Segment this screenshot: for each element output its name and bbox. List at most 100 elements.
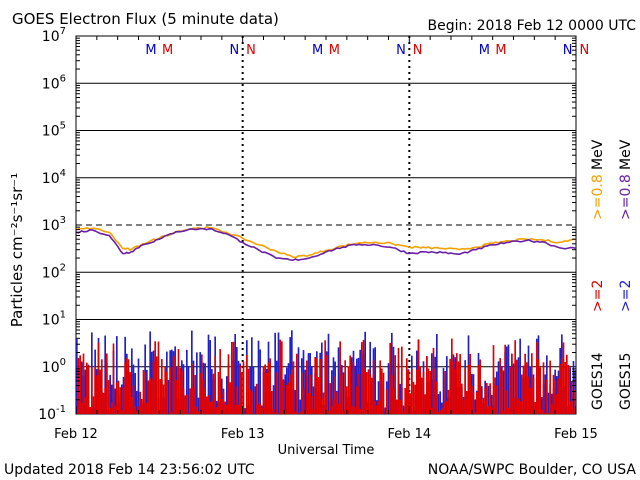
noise-bar bbox=[311, 396, 313, 414]
noise-bar bbox=[106, 353, 108, 414]
noise-bar bbox=[402, 405, 405, 414]
noise-bar bbox=[467, 364, 470, 414]
noise-bar bbox=[174, 355, 176, 414]
noise-bar bbox=[569, 401, 571, 414]
noise-bar bbox=[396, 399, 398, 414]
noise-bar bbox=[456, 353, 458, 414]
noise-bar bbox=[491, 394, 493, 414]
noise-bar bbox=[497, 361, 500, 414]
noise-bar bbox=[307, 353, 310, 414]
begin-date: Begin: 2018 Feb 12 0000 UTC bbox=[428, 18, 637, 34]
noise-bar bbox=[419, 366, 421, 414]
y-tick-base: 10 bbox=[42, 360, 60, 376]
noise-bar bbox=[302, 388, 305, 414]
noise-bar bbox=[512, 398, 515, 414]
noise-bar bbox=[254, 386, 256, 414]
noise-bar bbox=[297, 347, 300, 414]
noise-bar bbox=[274, 332, 276, 414]
noise-bar bbox=[371, 377, 373, 414]
noise-bar bbox=[261, 407, 263, 414]
noise-bar bbox=[469, 353, 471, 414]
legend-goes14-unit: MeV bbox=[590, 139, 606, 170]
noise-bar bbox=[574, 389, 576, 414]
noise-bar bbox=[186, 349, 188, 414]
noise-bar bbox=[524, 353, 526, 414]
noise-bar bbox=[459, 354, 461, 414]
noise-bar bbox=[284, 374, 286, 414]
noise-bar bbox=[109, 407, 111, 414]
legend-goes15-08mev: >=0.8 bbox=[618, 174, 634, 220]
noise-bar bbox=[439, 409, 441, 414]
noise-bar bbox=[351, 405, 353, 414]
noise-bar bbox=[134, 373, 136, 414]
legend-goes15-label: GOES15 bbox=[618, 353, 634, 410]
noise-bar bbox=[477, 364, 480, 414]
noise-bar bbox=[161, 359, 163, 414]
noise-bar bbox=[474, 399, 476, 414]
noise-bar bbox=[381, 368, 383, 414]
noise-bar bbox=[352, 362, 355, 414]
noise-bar bbox=[321, 398, 323, 414]
noise-bar bbox=[277, 332, 280, 414]
noise-bar bbox=[472, 392, 475, 414]
noise-bar bbox=[199, 373, 201, 414]
noise-bar bbox=[471, 385, 473, 414]
noise-bar bbox=[257, 340, 260, 414]
noise-bar bbox=[327, 410, 330, 414]
noise-bar bbox=[256, 383, 258, 414]
mn-marker: N bbox=[579, 43, 589, 58]
noise-bar bbox=[276, 372, 278, 414]
noise-bar bbox=[322, 392, 325, 414]
noise-bar bbox=[206, 396, 208, 414]
y-tick-exponent: 6 bbox=[60, 73, 66, 84]
mn-marker: N bbox=[229, 43, 239, 58]
noise-bar bbox=[449, 358, 451, 414]
noise-bar bbox=[321, 342, 323, 414]
noise-bar bbox=[141, 398, 143, 414]
noise-bar bbox=[259, 349, 261, 414]
noise-bar bbox=[444, 371, 446, 414]
noise-bar bbox=[112, 343, 115, 414]
noise-bar bbox=[446, 401, 448, 414]
noise-bar bbox=[97, 342, 100, 414]
mn-marker: M bbox=[312, 43, 323, 58]
noise-bar bbox=[454, 368, 456, 414]
legend-goes14: GOES14 >=2 >=0.8 MeV bbox=[590, 139, 606, 410]
noise-bar bbox=[416, 369, 418, 414]
noise-bar bbox=[349, 355, 351, 414]
noise-bar bbox=[222, 391, 225, 414]
noise-bar bbox=[289, 374, 291, 414]
noise-bar bbox=[332, 357, 335, 414]
noise-bar bbox=[236, 386, 238, 414]
noise-bar bbox=[127, 359, 130, 414]
noise-bar bbox=[314, 357, 316, 414]
noise-bar bbox=[271, 391, 273, 414]
noise-bar bbox=[369, 374, 371, 414]
noise-bar bbox=[367, 369, 370, 414]
noise-bar bbox=[207, 395, 210, 414]
noise-bar bbox=[502, 411, 505, 414]
y-tick-label: 100 bbox=[42, 357, 66, 376]
noise-bar bbox=[486, 382, 488, 414]
noise-bar bbox=[509, 367, 511, 414]
noise-bar bbox=[79, 355, 81, 414]
noise-bar bbox=[336, 392, 338, 414]
noise-bar bbox=[534, 402, 536, 414]
noise-bar bbox=[436, 381, 438, 414]
noise-bar bbox=[84, 397, 86, 414]
noise-bar bbox=[197, 411, 200, 414]
noise-bar bbox=[412, 381, 415, 414]
noise-bar bbox=[452, 361, 455, 414]
noise-bar bbox=[116, 336, 118, 414]
noise-bar bbox=[154, 341, 156, 414]
noise-bar bbox=[147, 380, 150, 414]
noise-bar bbox=[182, 388, 185, 414]
y-tick-exponent: 3 bbox=[60, 215, 66, 226]
noise-bar bbox=[437, 411, 440, 414]
noise-bar bbox=[139, 391, 141, 414]
noise-bar bbox=[406, 358, 408, 414]
noise-bar bbox=[84, 369, 86, 414]
noise-bar bbox=[114, 388, 116, 414]
noise-bar bbox=[344, 360, 346, 414]
noise-bar bbox=[482, 397, 485, 414]
